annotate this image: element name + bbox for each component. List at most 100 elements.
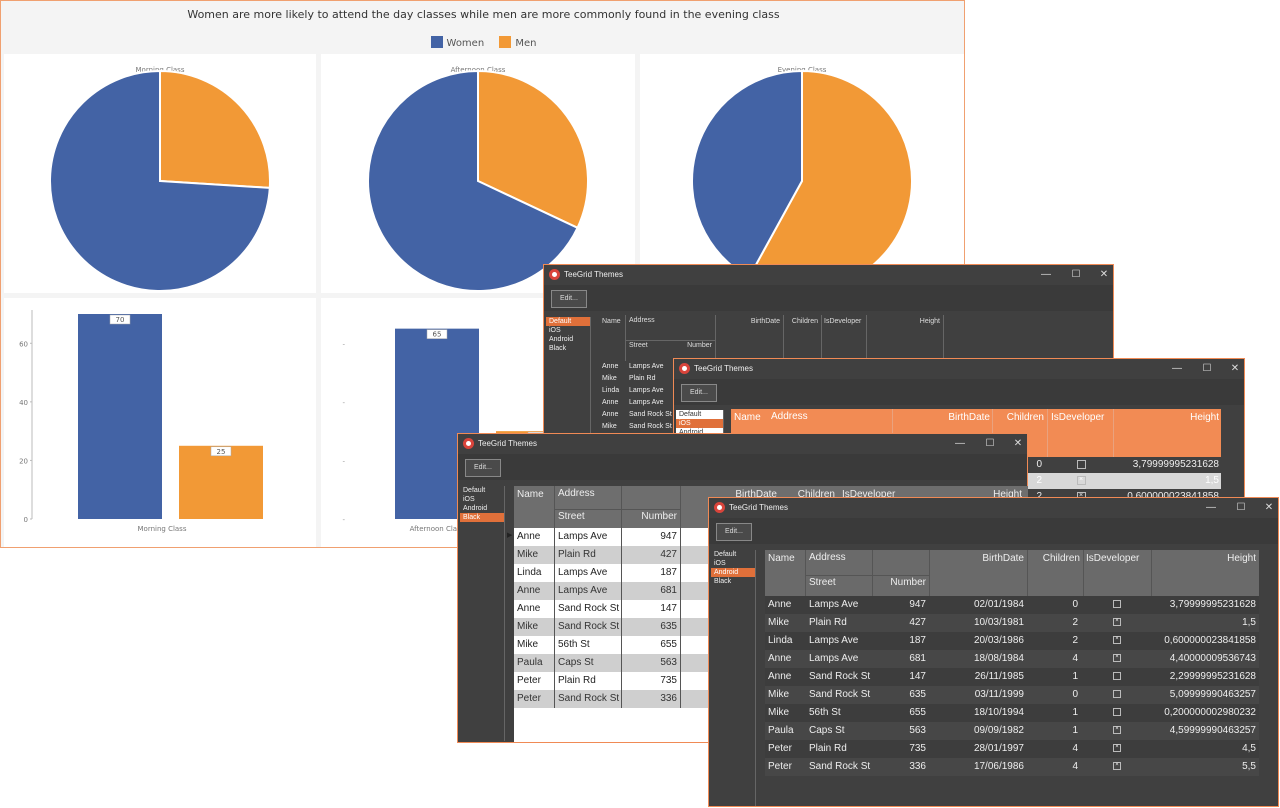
header-street[interactable]: Street: [629, 342, 648, 349]
theme-item-default[interactable]: Default: [679, 411, 702, 418]
table-row[interactable]: Linda Lamps Ave 187 20/03/1986 2 × 0,600000023…: [765, 632, 1259, 650]
maximize-icon[interactable]: ☐: [1202, 363, 1212, 374]
table-row[interactable]: Anne Sand Rock St 147 26/11/1985 1 2,29999995…: [765, 668, 1259, 686]
header-height[interactable]: Height: [993, 489, 1022, 500]
header-address[interactable]: Address: [558, 488, 595, 499]
header-birthdate[interactable]: BirthDate: [735, 489, 777, 500]
header-isdeveloper[interactable]: IsDeveloper: [1051, 412, 1105, 423]
header-isdeveloper[interactable]: IsDeveloper: [1086, 553, 1140, 564]
theme-item-android[interactable]: Android: [711, 568, 755, 577]
table-row[interactable]: Mike Sand Rock St 635 03/11/1999 0 5,09999990…: [765, 686, 1259, 704]
theme-item-default[interactable]: Default: [546, 317, 590, 326]
checkbox-unchecked[interactable]: [1113, 600, 1121, 609]
table-row[interactable]: Paula Caps St 563 09/09/1982 1 × 4,59999990463…: [765, 722, 1259, 740]
header-height[interactable]: Height: [1190, 412, 1219, 423]
header-children[interactable]: Children: [797, 489, 835, 500]
bar-women[interactable]: [78, 314, 162, 519]
cell-children: 0: [1072, 689, 1078, 700]
minimize-icon[interactable]: —: [1172, 363, 1182, 374]
minimize-icon[interactable]: —: [955, 438, 965, 449]
table-row[interactable]: Peter Sand Rock St 336 17/06/1986 4 × 5,5: [765, 758, 1259, 776]
theme-list: Default iOS Android Black: [460, 486, 505, 741]
theme-item-ios[interactable]: iOS: [463, 496, 475, 503]
legend-item-men[interactable]: Men: [499, 36, 536, 49]
header-name[interactable]: Name: [734, 412, 761, 423]
header-number[interactable]: Number: [890, 577, 926, 588]
cell-children: 0: [1072, 599, 1078, 610]
theme-item-ios[interactable]: iOS: [676, 419, 723, 428]
maximize-icon[interactable]: ☐: [1236, 502, 1246, 513]
theme-item-default[interactable]: Default: [714, 551, 737, 558]
header-children[interactable]: Children: [791, 318, 818, 325]
header-height[interactable]: Height: [1227, 553, 1256, 564]
cell-number: 947: [909, 599, 926, 610]
table-row[interactable]: Anne Lamps Ave 947 02/01/1984 0 3,79999995231…: [765, 596, 1259, 614]
checkbox-unchecked[interactable]: [1113, 690, 1121, 699]
pie-slice-women[interactable]: [49, 69, 271, 292]
checkbox-checked[interactable]: ×: [1076, 491, 1086, 499]
minimize-icon[interactable]: —: [1041, 269, 1051, 280]
theme-item-android[interactable]: Android: [463, 505, 488, 512]
pie-slice-men[interactable]: [477, 69, 589, 230]
header-isdeveloper[interactable]: IsDeveloper: [842, 489, 896, 500]
checkbox-unchecked[interactable]: [1113, 708, 1121, 717]
theme-item-black[interactable]: Black: [460, 513, 504, 522]
edit-button[interactable]: Edit...: [551, 290, 587, 308]
checkbox-checked[interactable]: ×: [1113, 636, 1121, 645]
header-isdeveloper[interactable]: IsDeveloper: [824, 318, 862, 325]
checkbox-checked[interactable]: ×: [1113, 726, 1121, 735]
edit-button[interactable]: Edit...: [465, 459, 501, 477]
table-row[interactable]: Mike Plain Rd 427 10/03/1981 2 × 1,5: [765, 614, 1259, 632]
bar-men[interactable]: [179, 445, 263, 519]
close-icon[interactable]: ✕: [1264, 502, 1274, 513]
close-icon[interactable]: ✕: [1099, 269, 1109, 280]
theme-item-black[interactable]: Black: [549, 345, 567, 352]
legend-item-women[interactable]: Women: [430, 36, 484, 49]
maximize-icon[interactable]: ☐: [1071, 269, 1081, 280]
checkbox-checked[interactable]: ×: [1113, 744, 1121, 753]
checkbox-checked[interactable]: ×: [1113, 762, 1121, 771]
table-row[interactable]: Mike 56th St 655 18/10/1994 1 0,2000000029802…: [765, 704, 1259, 722]
table-row[interactable]: Anne Lamps Ave 681 18/08/1984 4 × 4,4000000953…: [765, 650, 1259, 668]
theme-item-android[interactable]: Android: [676, 428, 723, 437]
pie-slice-men[interactable]: [159, 69, 271, 189]
edit-button[interactable]: Edit...: [681, 384, 717, 402]
header-name[interactable]: Name: [517, 489, 544, 500]
checkbox-checked[interactable]: ×: [1113, 618, 1121, 627]
checkbox-unchecked[interactable]: [1076, 459, 1086, 469]
header-street[interactable]: Street: [558, 511, 585, 522]
header-address[interactable]: Address: [771, 411, 808, 422]
checkbox-checked[interactable]: ×: [1076, 475, 1086, 485]
data-label: 70: [116, 316, 125, 324]
header-address[interactable]: Address: [629, 317, 655, 324]
header-number[interactable]: Number: [641, 511, 677, 522]
theme-item-ios[interactable]: iOS: [549, 327, 561, 334]
header-number[interactable]: Number: [687, 342, 712, 349]
header-height[interactable]: Height: [919, 318, 940, 325]
cell-street: Plain Rd: [558, 549, 596, 560]
checkbox-unchecked[interactable]: [1113, 672, 1121, 681]
minimize-icon[interactable]: —: [1206, 502, 1216, 513]
header-name[interactable]: Name: [602, 318, 621, 325]
pie-slice-women[interactable]: [691, 69, 803, 279]
header-birthdate[interactable]: BirthDate: [982, 553, 1024, 564]
theme-item-android[interactable]: Android: [549, 336, 574, 343]
edit-button[interactable]: Edit...: [716, 523, 752, 541]
header-children[interactable]: Children: [1042, 553, 1080, 564]
theme-item-black[interactable]: Black: [714, 578, 732, 585]
maximize-icon[interactable]: ☐: [985, 438, 995, 449]
close-icon[interactable]: ✕: [1013, 438, 1023, 449]
theme-item-ios[interactable]: iOS: [714, 560, 726, 567]
table-row[interactable]: Peter Plain Rd 735 28/01/1997 4 × 4,5: [765, 740, 1259, 758]
header-name[interactable]: Name: [768, 553, 795, 564]
theme-item-default[interactable]: Default: [463, 487, 486, 494]
data-grid[interactable]: Name Address Street Number BirthDate Children…: [765, 550, 1259, 780]
header-children[interactable]: Children: [1006, 412, 1044, 423]
checkbox-checked[interactable]: ×: [1113, 654, 1121, 663]
header-birthdate[interactable]: BirthDate: [750, 318, 780, 325]
header-street[interactable]: Street: [809, 577, 836, 588]
header-address[interactable]: Address: [809, 552, 846, 563]
header-birthdate[interactable]: BirthDate: [948, 412, 990, 423]
close-icon[interactable]: ✕: [1230, 363, 1240, 374]
pie-slice-women[interactable]: [367, 69, 579, 292]
